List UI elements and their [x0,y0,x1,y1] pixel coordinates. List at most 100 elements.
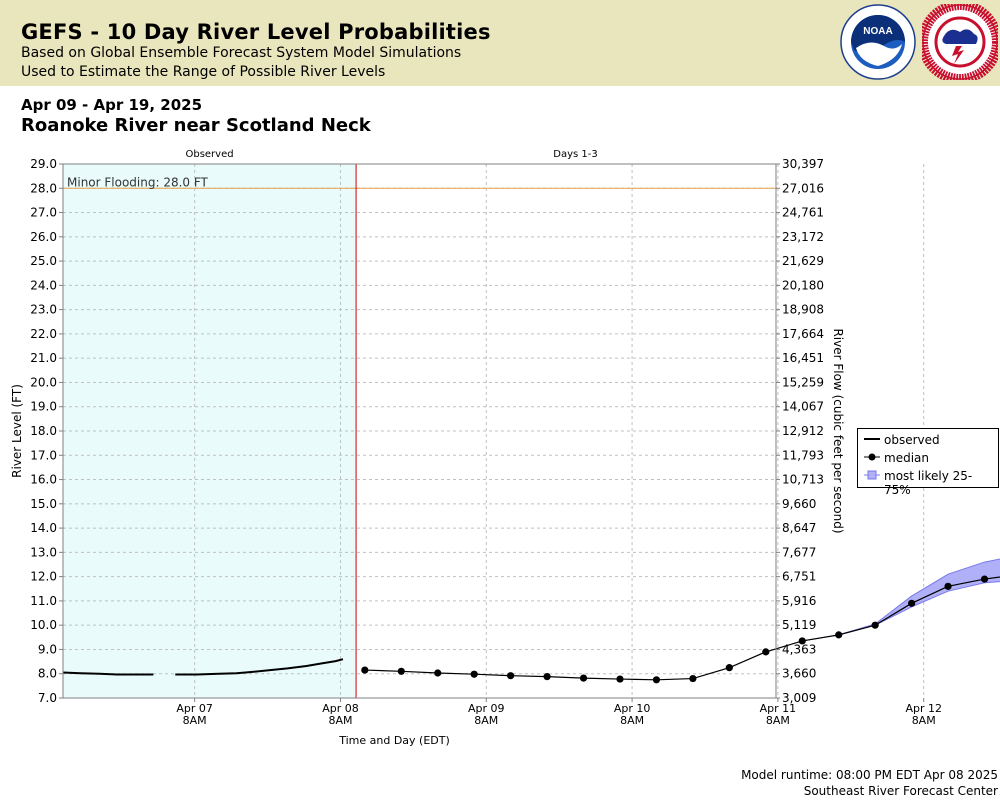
median-point [762,648,770,656]
y2-tick-label: 11,793 [782,448,824,462]
y2-tick-label: 20,180 [782,278,824,292]
y2-tick-label: 4,363 [782,642,816,656]
median-point [980,575,989,583]
y2-tick-label: 14,067 [782,400,824,414]
y2-tick-label: 16,451 [782,351,824,365]
y-tick-label: 22.0 [30,327,57,341]
legend-item-observed: observed [862,430,998,448]
date-range: Apr 09 - Apr 19, 2025 [21,96,203,114]
y2-tick-label: 30,397 [782,157,824,171]
median-point [470,670,478,678]
y-axis-title: River Level (FT) [10,384,24,478]
y-tick-label: 19.0 [30,400,57,414]
y2-tick-label: 7,677 [782,545,816,559]
y2-tick-label: 24,761 [782,206,824,220]
y-tick-label: 27.0 [30,206,57,220]
y2-tick-label: 10,713 [782,473,824,487]
y-tick-label: 18.0 [30,424,57,438]
x-tick-label-time: 8AM [183,714,207,727]
x-tick-label-date: Apr 08 [322,702,359,715]
band-25-75 [802,558,1000,642]
x-tick-label-time: 8AM [766,714,790,727]
y-tick-label: 25.0 [30,254,57,268]
y-tick-label: 29.0 [30,157,57,171]
x-tick-label-date: Apr 07 [176,702,213,715]
subtitle-line-1: Based on Global Ensemble Forecast System… [21,45,462,61]
y2-tick-label: 15,259 [782,375,824,389]
y2-axis-title: River Flow (cubic feet per second) [831,328,845,533]
y-tick-label: 9.0 [38,642,57,656]
y2-tick-label: 9,660 [782,497,816,511]
median-point [689,674,697,683]
median-point [361,666,369,674]
y-tick-label: 26.0 [30,230,57,244]
y2-tick-label: 3,009 [782,691,816,705]
y-tick-label: 24.0 [30,278,57,292]
y-tick-label: 20.0 [30,375,57,389]
y2-tick-label: 3,660 [782,667,816,681]
median-point [397,667,405,675]
y-tick-label: 17.0 [30,448,57,462]
legend-label-median: median [884,451,929,465]
page-title: GEFS - 10 Day River Level Probabilities [21,20,491,44]
y-tick-label: 28.0 [30,181,57,195]
observed-line [62,671,154,676]
y2-tick-label: 5,916 [782,594,816,608]
chart-legend: observed median most likely 25-75% [857,428,999,497]
x-tick-label-time: 8AM [474,714,498,727]
period-label: Observed [185,149,233,160]
x-tick-label-time: 8AM [912,714,936,727]
y2-tick-label: 6,751 [782,570,816,584]
y-tick-label: 16.0 [30,473,57,487]
y-tick-label: 11.0 [30,594,57,608]
page-header: GEFS - 10 Day River Level Probabilities … [0,0,1000,86]
y-tick-label: 15.0 [30,497,57,511]
median-point [616,675,624,683]
y2-tick-label: 21,629 [782,254,824,268]
median-point [725,664,733,672]
median-point [434,669,442,677]
y2-tick-label: 12,912 [782,424,824,438]
x-tick-label-time: 8AM [328,714,352,727]
y2-tick-label: 8,647 [782,521,816,535]
median-point [507,672,515,680]
flood-stage-label: Minor Flooding: 28.0 FT [67,175,209,189]
y2-tick-label: 23,172 [782,230,824,244]
noaa-logo-text: NOAA [863,26,892,37]
y-tick-label: 10.0 [30,618,57,632]
x-tick-label-date: Apr 11 [760,702,797,715]
noaa-logo: NOAA [840,4,916,80]
nws-logo [922,4,998,80]
x-tick-label-time: 8AM [620,714,644,727]
legend-item-band: most likely 25-75% [862,466,998,497]
y2-tick-label: 18,908 [782,303,824,317]
legend-label-observed: observed [884,433,940,447]
median-point [579,674,588,682]
x-tick-label-date: Apr 12 [905,702,942,715]
median-point [798,637,806,645]
y-tick-label: 7.0 [38,691,57,705]
model-runtime: Model runtime: 08:00 PM EDT Apr 08 2025 [741,768,998,782]
station-name: Roanoke River near Scotland Neck [21,115,371,136]
forecast-center: Southeast River Forecast Center [803,784,998,798]
median-point [908,599,916,607]
legend-label-band: most likely 25-75% [884,469,973,497]
x-axis-title: Time and Day (EDT) [338,734,450,747]
period-label: Days 1-3 [553,149,597,160]
legend-item-median: median [862,448,998,466]
y-tick-label: 12.0 [30,570,57,584]
median-point [835,631,843,639]
y-tick-label: 23.0 [30,303,57,317]
y2-tick-label: 17,664 [782,327,824,341]
observed-line [175,658,344,676]
x-tick-label-date: Apr 10 [614,702,651,715]
subtitle-line-2: Used to Estimate the Range of Possible R… [21,64,386,80]
y-tick-label: 8.0 [38,667,57,681]
median-point [652,676,661,684]
median-point [944,582,952,590]
median-point [543,673,551,681]
y2-tick-label: 27,016 [782,181,824,195]
median-line [364,576,1000,681]
x-tick-label-date: Apr 09 [468,702,505,715]
